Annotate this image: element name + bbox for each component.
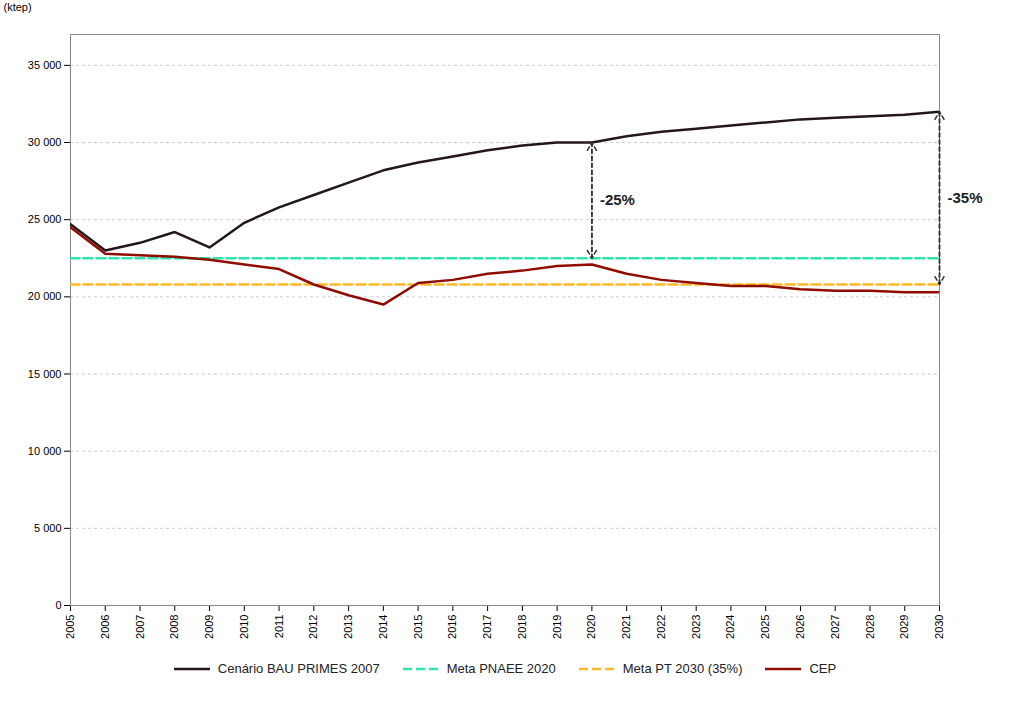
svg-text:2016: 2016 xyxy=(446,615,458,639)
svg-text:2017: 2017 xyxy=(481,615,493,639)
svg-text:-25%: -25% xyxy=(600,191,635,208)
svg-text:20 000: 20 000 xyxy=(28,290,62,302)
svg-text:2007: 2007 xyxy=(134,615,146,639)
svg-text:2014: 2014 xyxy=(377,615,389,639)
svg-text:2024: 2024 xyxy=(724,615,736,639)
svg-text:2022: 2022 xyxy=(655,615,667,639)
svg-text:2010: 2010 xyxy=(238,615,250,639)
svg-text:2023: 2023 xyxy=(690,615,702,639)
svg-text:35 000: 35 000 xyxy=(28,59,62,71)
svg-text:15 000: 15 000 xyxy=(28,368,62,380)
svg-text:2028: 2028 xyxy=(864,615,876,639)
svg-text:2029: 2029 xyxy=(898,615,910,639)
svg-text:25 000: 25 000 xyxy=(28,213,62,225)
svg-text:2025: 2025 xyxy=(759,615,771,639)
svg-text:2026: 2026 xyxy=(794,615,806,639)
svg-text:2030: 2030 xyxy=(933,615,945,639)
html-text:Meta PNAEE 2020: Meta PNAEE 2020 xyxy=(446,661,556,676)
svg-text:2006: 2006 xyxy=(99,615,111,639)
svg-text:2008: 2008 xyxy=(168,615,180,639)
svg-text:10 000: 10 000 xyxy=(28,445,62,457)
svg-text:2013: 2013 xyxy=(342,615,354,639)
svg-text:0: 0 xyxy=(55,599,61,611)
html-text:Cenário BAU PRIMES 2007: Cenário BAU PRIMES 2007 xyxy=(217,661,380,676)
svg-text:2027: 2027 xyxy=(829,615,841,639)
svg-text:2018: 2018 xyxy=(516,615,528,639)
svg-text:(ktep): (ktep) xyxy=(4,1,32,13)
html-text:CEP: CEP xyxy=(809,661,837,676)
svg-text:2021: 2021 xyxy=(620,615,632,639)
svg-text:30 000: 30 000 xyxy=(28,136,62,148)
svg-text:2011: 2011 xyxy=(273,615,285,639)
html-text:Meta PT 2030 (35%): Meta PT 2030 (35%) xyxy=(622,661,743,676)
svg-text:2005: 2005 xyxy=(64,615,76,639)
svg-text:-35%: -35% xyxy=(948,189,983,206)
svg-text:2012: 2012 xyxy=(307,615,319,639)
svg-text:2015: 2015 xyxy=(412,615,424,639)
svg-text:2009: 2009 xyxy=(203,615,215,639)
svg-text:5 000: 5 000 xyxy=(34,522,62,534)
svg-text:2020: 2020 xyxy=(585,615,597,639)
svg-text:2019: 2019 xyxy=(551,615,563,639)
